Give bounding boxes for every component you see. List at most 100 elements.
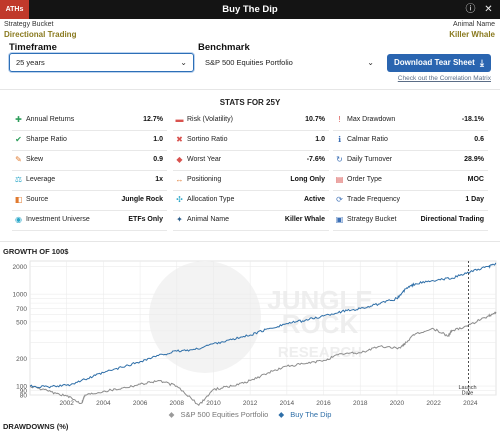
stat-positioning: ↔ Positioning Long Only xyxy=(173,171,329,191)
stat-value: -7.6% xyxy=(306,156,325,163)
stat-label: Leverage xyxy=(26,176,56,183)
brand-badge: ATHs xyxy=(0,0,29,19)
legend-benchmark-label: S&P 500 Equities Portfolio xyxy=(180,410,269,419)
stat-label: Strategy Bucket xyxy=(347,216,397,223)
stat-skew: ✎ Skew 0.9 xyxy=(12,151,167,171)
stat-value: Active xyxy=(303,196,325,203)
stat-strategy-bucket: ▣ Strategy Bucket Directional Trading xyxy=(333,211,488,231)
chevron-down-icon: ⌄ xyxy=(367,58,374,67)
stat-value: ETFs Only xyxy=(128,216,163,223)
stat-calmar-ratio: ℹ Calmar Ratio 0.6 xyxy=(333,131,488,151)
stat-label: Risk (Volatility) xyxy=(187,116,233,123)
window-titlebar: ATHs Buy The Dip ⓘ ✕ xyxy=(0,0,500,19)
x-tick-label: 2006 xyxy=(133,400,148,407)
strategy-bucket-meta: Strategy Bucket Directional Trading xyxy=(4,20,76,41)
legend-benchmark-marker: ◆ xyxy=(168,410,175,419)
x-tick-label: 2002 xyxy=(59,400,74,407)
legend-strategy[interactable]: ◆ Buy The Dip xyxy=(276,410,333,419)
stat-sharpe-ratio: ✔ Sharpe Ratio 1.0 xyxy=(12,131,167,151)
stat-worst-year: ◆ Worst Year -7.6% xyxy=(173,151,329,171)
stat-label: Calmar Ratio xyxy=(347,136,388,143)
correlation-matrix-link[interactable]: Check out the Correlation Matrix xyxy=(397,75,491,82)
paw-icon: ✦ xyxy=(176,215,183,224)
stat-label: Order Type xyxy=(347,176,382,183)
legend-strategy-marker: ◆ xyxy=(278,410,285,419)
pencil-icon: ✎ xyxy=(15,155,22,164)
stat-risk-volatility: ▬ Risk (Volatility) 10.7% xyxy=(173,111,329,131)
y-tick-label: 80 xyxy=(20,393,28,400)
stat-label: Allocation Type xyxy=(187,196,235,203)
stat-max-drawdown: ! Max Drawdown -18.1% xyxy=(333,111,488,131)
watermark-text: RESEARCH xyxy=(278,344,362,361)
exclamation-icon: ! xyxy=(338,115,341,124)
strategy-series-line[interactable] xyxy=(29,262,497,389)
download-tear-sheet-button[interactable]: Download Tear Sheet ⤓ xyxy=(387,54,491,72)
x-tick-label: 2010 xyxy=(206,400,221,407)
drawdowns-title: DRAWDOWNS (%) xyxy=(3,422,69,431)
stat-animal-name: ✦ Animal Name Killer Whale xyxy=(173,211,329,231)
animal-name-value: Killer Whale xyxy=(449,30,495,39)
strategy-bucket-caption: Strategy Bucket xyxy=(4,21,54,28)
launch-label: Date xyxy=(462,391,474,397)
x-tick-label: 2022 xyxy=(426,400,441,407)
timeframe-select[interactable]: 25 years ⌄ xyxy=(9,53,194,72)
chevron-down-icon: ⌄ xyxy=(180,58,187,67)
growth-title: GROWTH OF 100$ xyxy=(3,247,69,256)
timeframe-value: 25 years xyxy=(16,58,45,67)
y-tick-label: 100 xyxy=(16,384,27,391)
check-circle-icon: ✔ xyxy=(15,135,22,144)
x-tick-label: 2018 xyxy=(353,400,368,407)
plot-area xyxy=(29,260,497,396)
stat-label: Daily Turnover xyxy=(347,156,393,163)
stat-investment-universe: ◉ Investment Universe ETFs Only xyxy=(12,211,167,231)
stat-label: Skew xyxy=(26,156,44,163)
stat-label: Source xyxy=(26,196,49,203)
window-title: Buy The Dip xyxy=(222,4,278,15)
divider xyxy=(0,241,500,242)
stat-label: Positioning xyxy=(187,176,222,183)
stat-label: Annual Returns xyxy=(26,116,75,123)
stat-value: MOC xyxy=(467,176,484,183)
stat-annual-returns: ✚ Annual Returns 12.7% xyxy=(12,111,167,131)
globe-icon: ◉ xyxy=(15,215,22,224)
watermark-text: ROCK xyxy=(282,309,359,339)
chart-legend: ◆ S&P 500 Equities Portfolio ◆ Buy The D… xyxy=(0,410,500,419)
benchmark-series-line[interactable] xyxy=(29,311,497,406)
bucket-icon: ▣ xyxy=(335,215,344,224)
launch-label: Launch xyxy=(458,385,476,391)
close-icon[interactable]: ✕ xyxy=(484,4,493,15)
triangle-icon: ◆ xyxy=(176,155,183,164)
stat-value: 1 Day xyxy=(465,196,484,203)
stats-title: STATS FOR 25Y xyxy=(219,98,281,107)
stat-value: 0.6 xyxy=(474,136,484,143)
stat-value: Jungle Rock xyxy=(121,196,163,203)
stat-value: 10.7% xyxy=(305,116,325,123)
growth-chart[interactable]: JUNGLEROCKRESEARCH8090100200500700100020… xyxy=(0,257,500,407)
allocation-icon: ✣ xyxy=(176,195,183,204)
info-icon[interactable]: ⓘ xyxy=(465,4,476,15)
refresh-icon: ↻ xyxy=(336,155,343,164)
benchmark-value: S&P 500 Equities Portfolio xyxy=(205,58,293,67)
stat-label: Animal Name xyxy=(187,216,230,223)
y-tick-label: 1000 xyxy=(13,292,28,299)
divider xyxy=(0,89,500,90)
clock-icon: ⟳ xyxy=(336,195,343,204)
x-circle-icon: ✖ xyxy=(176,135,183,144)
x-tick-label: 2020 xyxy=(390,400,405,407)
timeframe-label: Timeframe xyxy=(9,42,57,53)
stat-label: Investment Universe xyxy=(26,216,90,223)
legend-benchmark[interactable]: ◆ S&P 500 Equities Portfolio xyxy=(167,410,271,419)
animal-name-meta: Animal Name Killer Whale xyxy=(449,20,495,41)
benchmark-select[interactable]: S&P 500 Equities Portfolio ⌄ xyxy=(198,53,381,72)
x-tick-label: 2016 xyxy=(316,400,331,407)
arrows-icon: ↔ xyxy=(175,175,184,184)
stat-allocation-type: ✣ Allocation Type Active xyxy=(173,191,329,211)
stat-value: 12.7% xyxy=(143,116,163,123)
x-tick-label: 2008 xyxy=(170,400,185,407)
download-label: Download Tear Sheet xyxy=(394,58,475,67)
stat-value: Killer Whale xyxy=(284,216,325,223)
stat-order-type: ▤ Order Type MOC xyxy=(333,171,488,191)
stat-value: 0.9 xyxy=(153,156,163,163)
stat-leverage: ⚖ Leverage 1x xyxy=(12,171,167,191)
x-tick-label: 2004 xyxy=(96,400,111,407)
